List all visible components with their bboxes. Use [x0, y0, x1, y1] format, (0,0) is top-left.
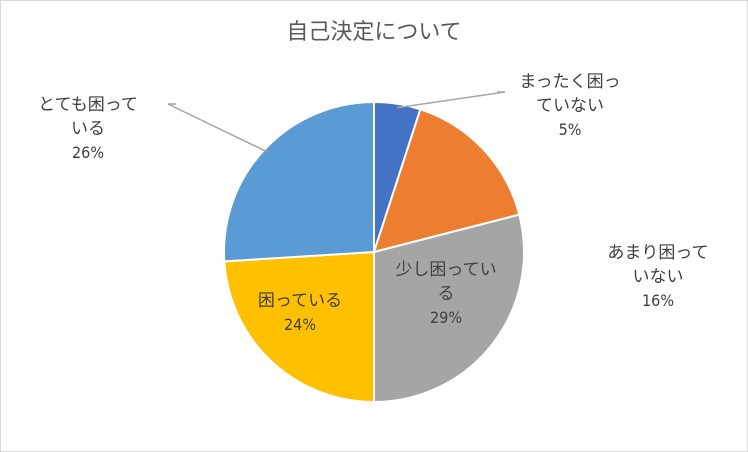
leader-line-1 [396, 91, 506, 109]
data-label-category-2: いない [633, 267, 684, 287]
pie-slice-3 [373, 213, 525, 404]
data-label-percent-1: 5% [559, 120, 582, 139]
chart-title: 自己決定について [286, 20, 462, 45]
data-label-percent-5: 26% [72, 143, 104, 162]
data-label-category-1: ていない [536, 96, 604, 116]
leader-line-5 [167, 103, 268, 153]
data-label-category-5: いる [71, 119, 105, 139]
data-label-category-3: る [438, 284, 455, 304]
data-label-category-4: 困っている [258, 291, 342, 311]
data-label-percent-4: 24% [284, 315, 316, 334]
pie-slice-5 [223, 100, 375, 263]
data-label-category-3: 少し困ってい [395, 260, 496, 280]
data-label-percent-3: 29% [430, 308, 462, 327]
pie-slice-4 [223, 250, 375, 404]
data-label-category-2: あまり困って [607, 243, 708, 263]
data-label-category-1: まったく困っ [519, 72, 620, 92]
pie-slice-2 [372, 108, 521, 254]
data-label-percent-2: 16% [642, 291, 674, 310]
data-label-category-5: とても困って [38, 95, 138, 115]
